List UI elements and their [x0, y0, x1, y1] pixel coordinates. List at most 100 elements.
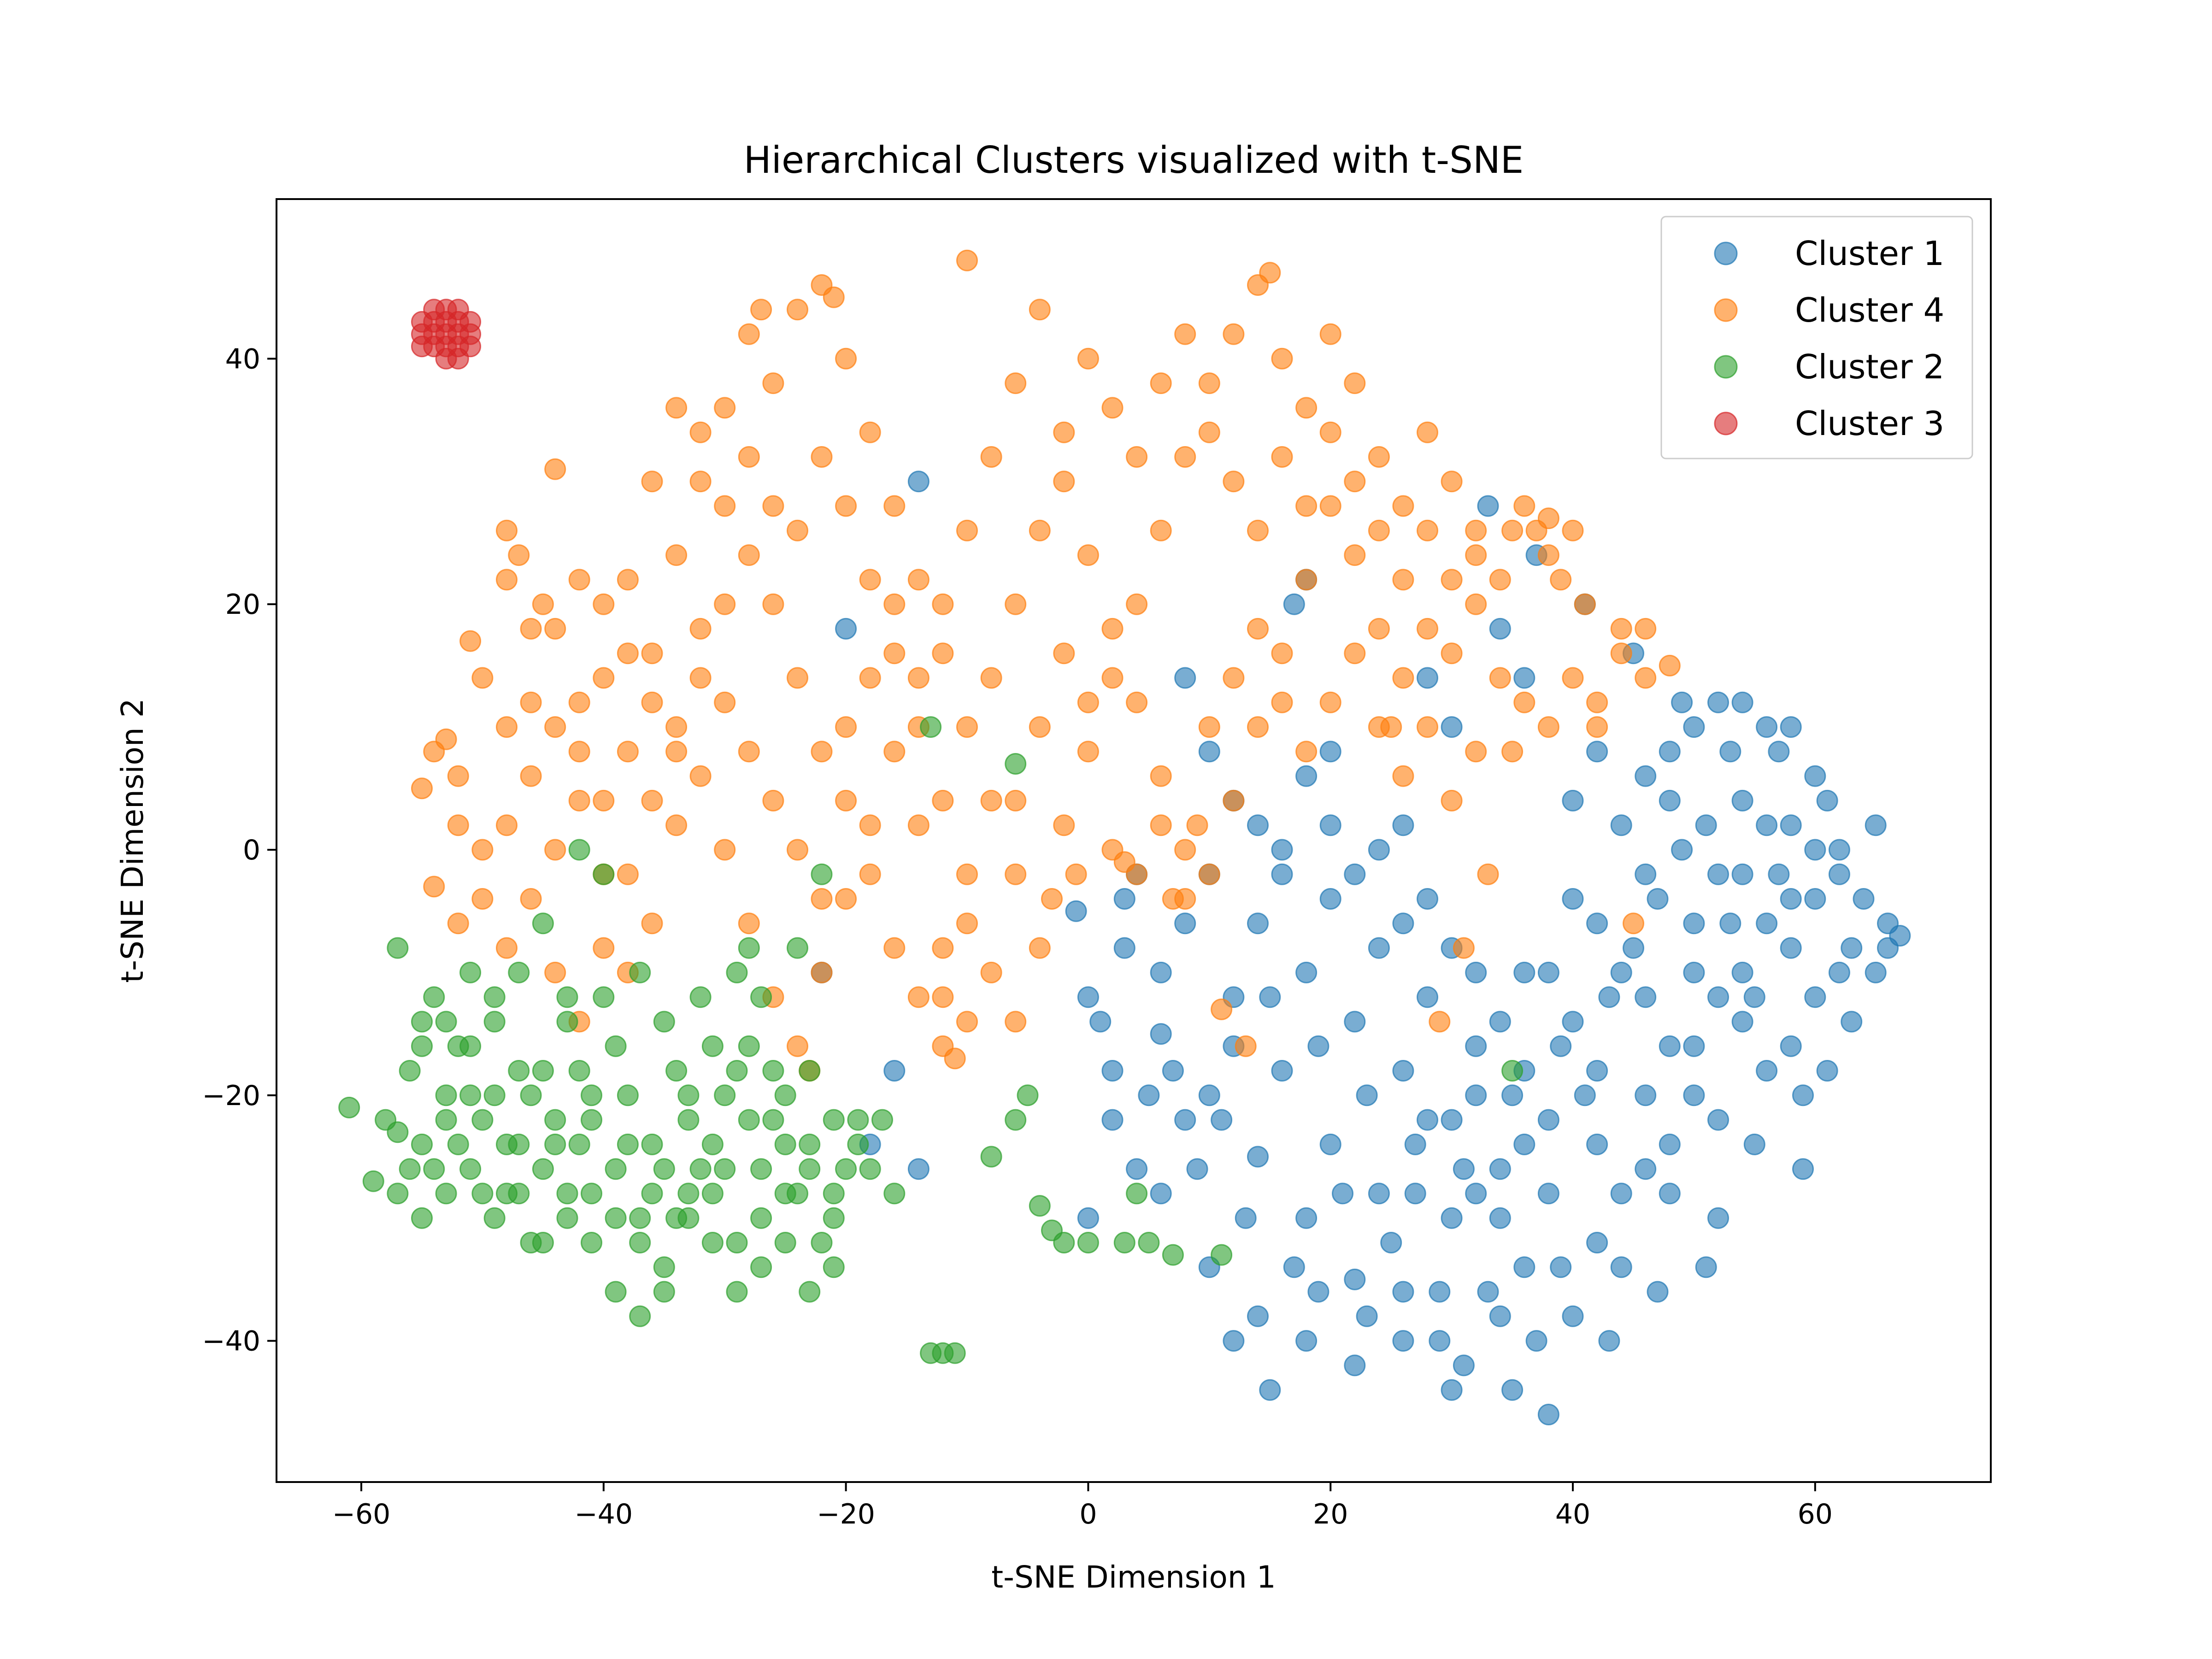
data-point: [1029, 937, 1051, 959]
data-point: [447, 814, 469, 836]
data-point: [1695, 814, 1717, 836]
data-point: [1295, 397, 1318, 419]
y-tick-label: −40: [202, 1325, 260, 1358]
data-point: [653, 1158, 675, 1180]
data-point: [556, 986, 578, 1008]
data-point: [1174, 323, 1196, 345]
data-point: [1562, 667, 1584, 689]
data-point: [738, 1035, 760, 1057]
data-point: [617, 569, 639, 591]
y-axis: −40 −20 0 20 40: [202, 343, 276, 1358]
data-point: [738, 741, 760, 763]
data-point: [1126, 593, 1148, 615]
data-point: [1780, 888, 1802, 910]
data-point: [1489, 569, 1511, 591]
data-point: [1247, 1305, 1269, 1327]
data-point: [1635, 1084, 1657, 1106]
data-point: [1319, 814, 1341, 836]
data-point: [629, 1232, 651, 1253]
data-point: [1295, 1207, 1318, 1229]
data-point: [956, 863, 978, 885]
data-point: [1465, 1182, 1487, 1205]
data-point: [1683, 961, 1705, 983]
data-point: [605, 1035, 627, 1057]
data-point: [932, 789, 954, 812]
x-axis: −60 −40 −20 0 20 40 60: [332, 1482, 1833, 1530]
data-point: [1429, 1281, 1451, 1303]
data-point: [1841, 937, 1863, 959]
data-point: [1380, 716, 1402, 738]
data-point: [907, 667, 930, 689]
data-point: [1223, 1330, 1245, 1352]
data-point: [762, 372, 784, 394]
series-cluster-4: [411, 249, 1681, 1082]
legend-marker: [1714, 355, 1738, 379]
data-point: [568, 1133, 590, 1155]
data-point: [738, 544, 760, 566]
data-point: [1392, 1060, 1414, 1082]
data-point: [1356, 1305, 1378, 1327]
data-point: [1138, 1084, 1160, 1106]
data-point: [1489, 667, 1511, 689]
data-point: [799, 1133, 821, 1155]
data-point: [362, 1170, 384, 1192]
data-point: [1816, 1060, 1838, 1082]
data-point: [714, 495, 736, 517]
data-point: [1283, 1256, 1305, 1278]
data-point: [1635, 618, 1657, 640]
data-point: [653, 1256, 675, 1278]
data-point: [1635, 667, 1657, 689]
data-point: [677, 1182, 700, 1205]
data-point: [1537, 716, 1559, 738]
data-point: [423, 1158, 445, 1180]
data-point: [1186, 814, 1208, 836]
data-point: [1537, 961, 1559, 983]
data-point: [1417, 667, 1438, 689]
data-point: [1319, 1133, 1341, 1155]
data-point: [1429, 1330, 1451, 1352]
data-point: [1562, 1305, 1584, 1327]
data-point: [1113, 1232, 1135, 1253]
data-point: [1586, 716, 1608, 738]
data-point: [496, 519, 518, 541]
data-point: [1259, 262, 1281, 284]
data-point: [1683, 716, 1705, 738]
data-point: [459, 630, 482, 652]
data-point: [1005, 372, 1027, 394]
data-point: [1174, 912, 1196, 935]
data-point: [1211, 1109, 1233, 1131]
data-point: [738, 937, 760, 959]
data-point: [1077, 1232, 1099, 1253]
data-point: [665, 1060, 688, 1082]
data-point: [726, 961, 748, 983]
data-point: [1113, 937, 1135, 959]
data-point: [1344, 544, 1366, 566]
data-point: [447, 912, 469, 935]
data-point: [1695, 1256, 1717, 1278]
data-point: [1756, 716, 1778, 738]
data-point: [1453, 937, 1475, 959]
data-point: [1853, 888, 1875, 910]
data-point: [907, 471, 930, 493]
data-point: [1150, 372, 1172, 394]
data-point: [483, 1011, 506, 1033]
data-point: [883, 1182, 906, 1205]
data-point: [787, 519, 808, 541]
data-point: [1828, 863, 1850, 885]
data-point: [1150, 519, 1172, 541]
data-point: [956, 912, 978, 935]
data-point: [1235, 1207, 1257, 1229]
data-point: [641, 912, 663, 935]
data-point: [859, 814, 881, 836]
data-point: [774, 1084, 796, 1106]
data-point: [1041, 888, 1063, 910]
data-point: [762, 789, 784, 812]
data-point: [1247, 716, 1269, 738]
data-point: [1441, 1379, 1463, 1401]
data-point: [738, 1109, 760, 1131]
data-point: [1005, 1011, 1027, 1033]
data-point: [920, 716, 942, 738]
data-point: [617, 1133, 639, 1155]
data-point: [581, 1109, 602, 1131]
data-point: [1017, 1084, 1039, 1106]
